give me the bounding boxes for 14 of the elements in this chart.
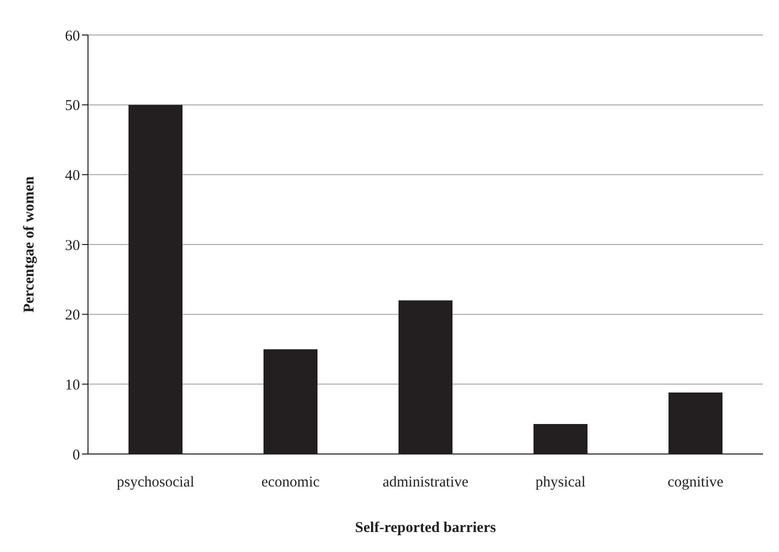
y-axis-title: Percentgae of women <box>21 176 38 313</box>
x-tick-label: economic <box>261 474 320 491</box>
y-tick-label: 30 <box>65 238 80 254</box>
x-tick-label: cognitive <box>668 474 724 491</box>
y-tick-label: 0 <box>72 447 80 464</box>
y-tick-label: 40 <box>65 168 80 184</box>
x-axis-title: Self-reported barriers <box>355 520 496 536</box>
y-tick-label: 10 <box>65 377 80 394</box>
x-tick-label: physical <box>536 474 586 491</box>
y-tick-label: 50 <box>65 98 80 114</box>
x-tick-label: psychosocial <box>116 474 194 491</box>
x-tick-label: administrative <box>382 474 469 491</box>
y-tick-label: 60 <box>65 28 80 44</box>
y-tick-label: 20 <box>65 308 80 324</box>
